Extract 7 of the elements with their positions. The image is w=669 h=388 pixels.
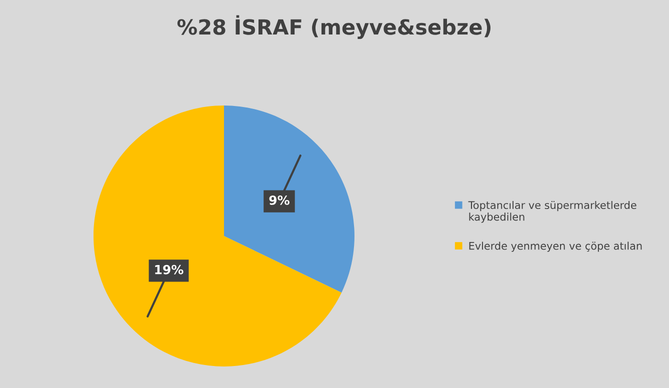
chart-title: %28 İSRAF (meyve&sebze) [177,15,490,40]
pie-slice [224,106,354,293]
data-label: 19% [155,264,184,274]
pie-slice [94,106,342,366]
legend-label: Toptancılar ve süpermarketlerde kaybedilen [468,200,636,223]
legend-label: Evlerde yenmeyen ve çöpe atılan [469,242,642,252]
data-label: 9% [269,195,290,205]
